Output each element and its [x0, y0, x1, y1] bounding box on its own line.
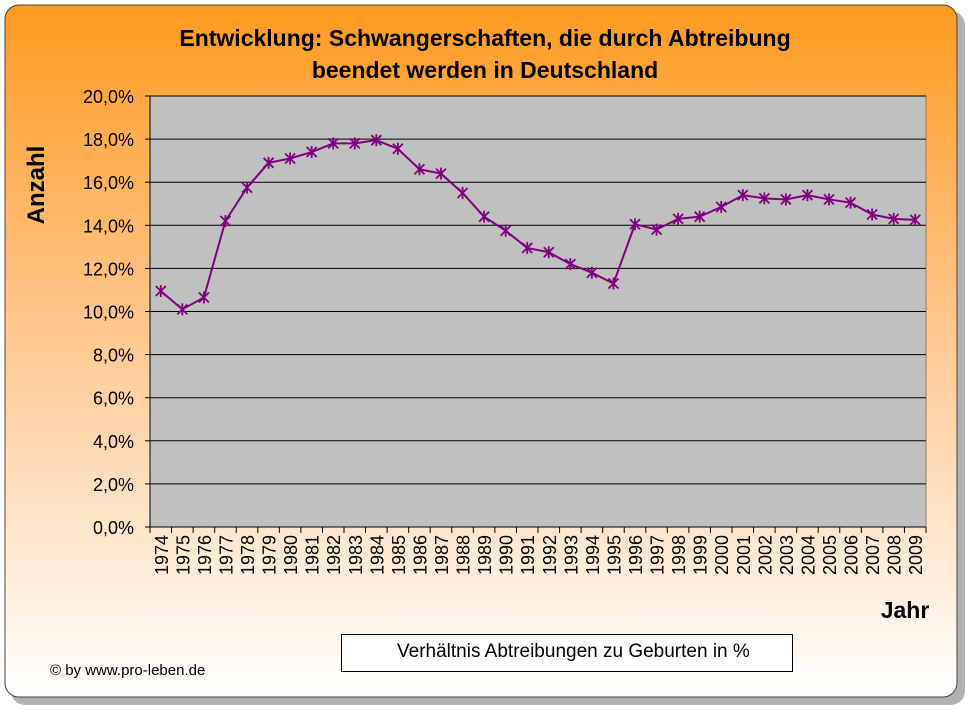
y-tick-label: 4,0%	[93, 432, 134, 452]
y-axis-title: Anzahl	[23, 145, 50, 225]
x-tick-label: 1984	[367, 535, 387, 575]
x-tick-label: 1978	[238, 535, 258, 575]
legend-label: Verhältnis Abtreibungen zu Geburten in %	[397, 641, 750, 662]
x-tick-label: 1975	[173, 535, 193, 575]
x-tick-label: 1991	[518, 535, 538, 575]
series-line-group	[155, 134, 921, 316]
chart-title: Entwicklung: Schwangerschaften, die durc…	[179, 25, 791, 83]
x-tick-label: 2003	[777, 535, 797, 575]
y-tick-label: 6,0%	[93, 389, 134, 409]
x-tick-label: 1977	[216, 535, 236, 575]
data-point-marker	[629, 218, 641, 231]
x-tick-label: 2007	[863, 535, 883, 575]
y-axis: 0,0% 2,0% 4,0% 6,0% 8,0% 10,0% 12,0% 14,0% 16,0%…	[83, 87, 151, 538]
x-tick-label: 1988	[454, 535, 474, 575]
y-tick-label: 18,0%	[83, 130, 134, 150]
y-tick-label: 2,0%	[93, 475, 134, 495]
data-point-marker	[672, 212, 684, 225]
data-point-marker	[392, 142, 404, 155]
x-tick-label: 1995	[604, 535, 624, 575]
data-point-marker	[737, 189, 749, 202]
data-point-marker	[241, 181, 253, 194]
x-tick-label: 1999	[691, 535, 711, 575]
x-tick-label: 2001	[734, 535, 754, 575]
x-tick-label: 2009	[906, 535, 926, 575]
data-point-marker	[478, 210, 490, 223]
data-point-marker	[284, 152, 296, 165]
x-tick-label: 1974	[152, 535, 172, 575]
data-point-marker	[262, 156, 275, 169]
copyright-credit: © by www.pro-leben.de	[50, 662, 206, 679]
x-tick-label: 1997	[648, 535, 668, 575]
x-tick-label: 1985	[389, 535, 409, 575]
data-point-marker	[413, 163, 426, 176]
x-tick-label: 2004	[798, 535, 818, 575]
data-point-marker	[586, 266, 598, 279]
data-point-marker	[500, 224, 512, 237]
x-tick-label: 1981	[303, 535, 323, 575]
y-tick-label: 12,0%	[83, 259, 134, 279]
x-tick-label: 1983	[346, 535, 366, 575]
x-tick-label: 1980	[281, 535, 301, 575]
x-tick-label: 2002	[755, 535, 775, 575]
data-point-marker	[543, 246, 555, 259]
data-point-marker	[456, 186, 469, 199]
data-point-marker	[176, 303, 188, 316]
data-point-marker	[349, 137, 361, 150]
series-line	[160, 139, 916, 311]
data-point-marker	[219, 214, 232, 227]
data-point-marker	[909, 213, 921, 226]
x-tick-label: 2005	[820, 535, 840, 575]
grid-lines	[150, 95, 926, 485]
x-tick-label: 1994	[583, 535, 603, 575]
y-tick-label: 0,0%	[93, 518, 134, 538]
x-tick-label: 2000	[712, 535, 732, 575]
x-tick-label: 2006	[842, 535, 862, 575]
data-point-marker	[198, 291, 210, 304]
y-tick-label: 20,0%	[83, 87, 134, 107]
data-point-marker	[370, 134, 382, 147]
x-tick-label: 1976	[195, 535, 215, 575]
data-point-marker	[844, 196, 857, 209]
x-axis-title: Jahr	[880, 597, 930, 623]
data-point-marker	[780, 193, 792, 206]
legend: Verhältnis Abtreibungen zu Geburten in %	[341, 634, 793, 672]
y-tick-label: 16,0%	[83, 173, 134, 193]
x-tick-label: 1982	[324, 535, 344, 575]
x-tick-label: 2008	[885, 535, 905, 575]
x-tick-label: 1998	[669, 535, 689, 575]
data-point-marker	[564, 258, 576, 271]
x-tick-label: 1992	[540, 535, 560, 575]
x-axis: 1974 1975 1976 1977 1978 1979 1980 1981 1982 1983…	[149, 526, 927, 575]
data-point-marker	[823, 193, 835, 206]
data-point-marker	[155, 285, 167, 298]
y-tick-label: 14,0%	[83, 216, 134, 236]
data-point-marker	[801, 189, 814, 202]
data-point-marker	[715, 200, 727, 213]
data-point-marker	[521, 241, 533, 254]
data-point-marker	[650, 223, 663, 236]
x-tick-label: 1987	[432, 535, 452, 575]
y-tick-label: 10,0%	[83, 303, 134, 323]
data-point-marker	[306, 146, 318, 159]
data-point-marker	[694, 210, 706, 223]
x-tick-label: 1990	[497, 535, 517, 575]
data-point-marker	[607, 277, 620, 290]
data-point-marker	[866, 208, 878, 221]
x-tick-label: 1993	[561, 535, 581, 575]
data-point-marker	[327, 137, 339, 150]
data-point-marker	[888, 212, 900, 225]
x-tick-label: 1989	[475, 535, 495, 575]
x-tick-label: 1996	[626, 535, 646, 575]
data-point-marker	[758, 192, 770, 205]
data-point-marker	[435, 167, 447, 180]
x-tick-label: 1979	[260, 535, 280, 575]
x-tick-label: 1986	[410, 535, 430, 575]
y-tick-label: 8,0%	[93, 346, 134, 366]
